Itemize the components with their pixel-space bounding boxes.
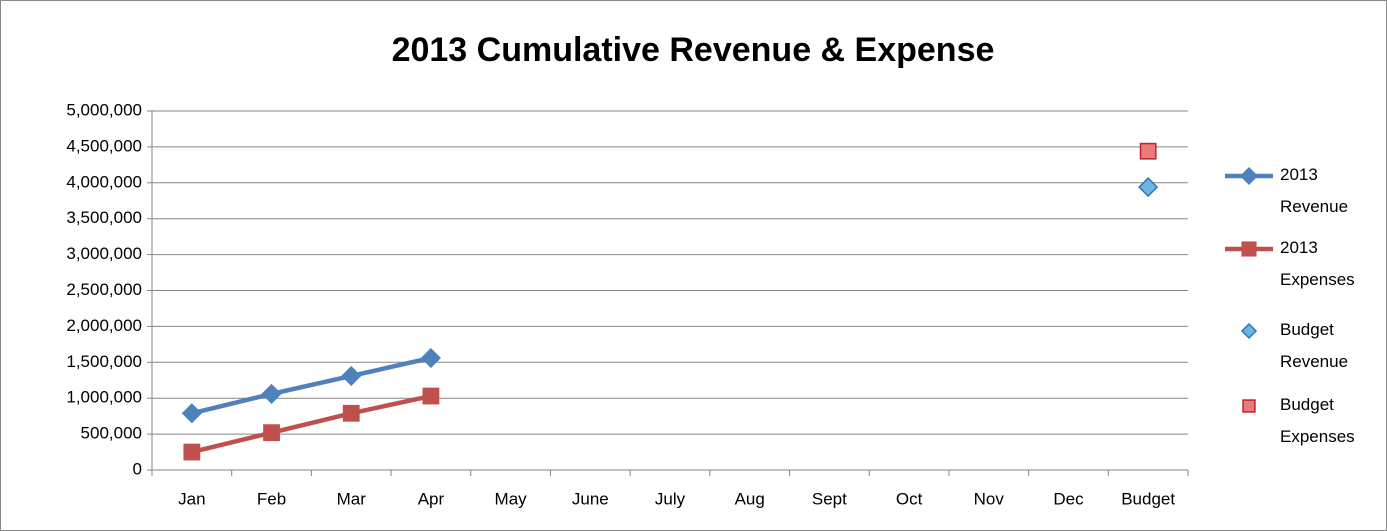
x-tick-label: May (495, 489, 528, 508)
y-tick-label: 2,000,000 (66, 316, 142, 335)
data-point (261, 383, 282, 404)
x-tick-label: Budget (1121, 489, 1175, 508)
x-tick-label: Aug (735, 489, 765, 508)
legend-label: 2013 Expenses (1280, 238, 1355, 289)
y-tick-label: 500,000 (81, 424, 142, 443)
x-tick-label: Feb (257, 489, 286, 508)
y-tick-label: 1,000,000 (66, 388, 142, 407)
x-tick-label: Nov (974, 489, 1005, 508)
data-point (181, 403, 202, 424)
chart-title: 2013 Cumulative Revenue & Expense (392, 31, 995, 69)
y-tick-label: 4,000,000 (66, 172, 142, 191)
data-point (420, 347, 441, 369)
y-tick-label: 4,500,000 (66, 136, 142, 155)
x-tick-label: Apr (418, 489, 445, 508)
y-tick-label: 1,500,000 (66, 352, 142, 371)
y-tick-label: 2,500,000 (66, 280, 142, 299)
legend-marker (1239, 166, 1259, 186)
y-tick-label: 3,500,000 (66, 208, 142, 227)
data-point (1138, 177, 1159, 198)
y-tick-label: 3,000,000 (66, 244, 142, 263)
data-point (1139, 142, 1157, 160)
legend-label: 2013 Revenue (1280, 165, 1348, 216)
x-tick-label: Sept (812, 489, 847, 508)
x-tick-label: June (572, 489, 609, 508)
data-point (422, 387, 440, 405)
data-point (341, 365, 362, 387)
legend-marker (1240, 322, 1258, 340)
y-tick-label: 0 (133, 459, 142, 478)
x-tick-label: July (655, 489, 686, 508)
x-tick-label: Mar (337, 489, 367, 508)
legend-label: Budget Revenue (1280, 320, 1348, 371)
legend-marker (1241, 241, 1257, 257)
x-tick-label: Dec (1053, 489, 1084, 508)
legend-label: Budget Expenses (1280, 395, 1355, 446)
series-line (191, 393, 432, 455)
series-line (191, 355, 432, 416)
x-tick-label: Oct (896, 489, 923, 508)
x-tick-label: Jan (178, 489, 205, 508)
data-point (342, 404, 360, 422)
data-point (263, 424, 280, 442)
data-point (183, 443, 201, 461)
legend-marker (1242, 399, 1256, 413)
y-tick-label: 5,000,000 (66, 100, 142, 119)
